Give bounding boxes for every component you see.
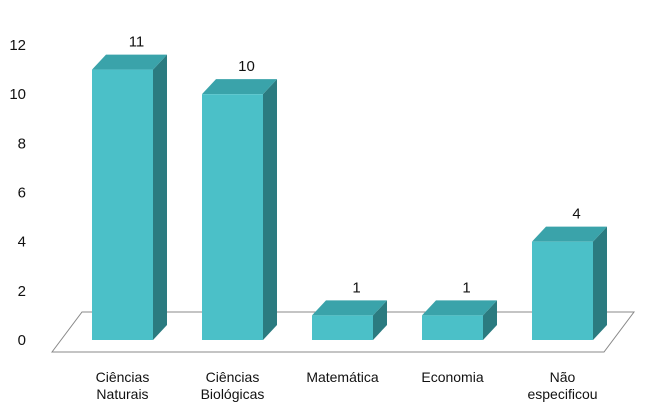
bar-top	[202, 79, 277, 95]
bars	[92, 54, 607, 341]
category-label: Economia	[421, 369, 483, 385]
bar-side	[593, 226, 607, 340]
bar-2	[312, 300, 387, 340]
data-label: 1	[462, 279, 470, 296]
data-label: 11	[129, 34, 145, 51]
y-tick-label: 0	[18, 332, 26, 349]
y-tick-label: 4	[18, 234, 26, 251]
bar-top	[312, 300, 387, 316]
floor-plane	[51, 311, 635, 353]
bar-top	[92, 54, 167, 70]
bar-front	[532, 241, 593, 340]
category-label: Matemática	[306, 369, 379, 385]
data-label: 4	[572, 206, 580, 223]
y-tick-label: 2	[18, 283, 26, 300]
bar-top	[422, 300, 497, 316]
bar-top	[532, 226, 607, 242]
bar-front	[92, 69, 153, 340]
bar-side	[153, 54, 167, 340]
category-label: Biológicas	[201, 386, 265, 402]
y-tick-label: 10	[9, 86, 26, 103]
bar-front	[312, 315, 373, 340]
bar-side	[483, 300, 497, 340]
y-tick-label: 8	[18, 135, 26, 152]
data-label: 1	[352, 279, 360, 296]
data-label: 10	[238, 58, 255, 75]
bar-front	[422, 315, 483, 340]
bar-side	[373, 300, 387, 340]
bar-1	[202, 79, 277, 341]
bar-front	[202, 94, 263, 341]
category-label: especificou	[527, 386, 597, 402]
category-label: Ciências	[206, 369, 260, 385]
y-tick-label: 6	[18, 185, 26, 202]
bar-side	[263, 79, 277, 341]
labels: 11CiênciasNaturais10CiênciasBiológicas1M…	[96, 34, 598, 402]
bar-3	[422, 300, 497, 340]
category-label: Naturais	[96, 386, 148, 402]
y-axis: 0 2 4 6 8 10 12	[9, 37, 26, 349]
bar-4	[532, 226, 607, 340]
y-tick-label: 12	[9, 37, 26, 54]
category-label: Não	[550, 369, 576, 385]
bar-0	[92, 54, 167, 340]
category-label: Ciências	[96, 369, 150, 385]
chart-floor	[51, 311, 635, 353]
